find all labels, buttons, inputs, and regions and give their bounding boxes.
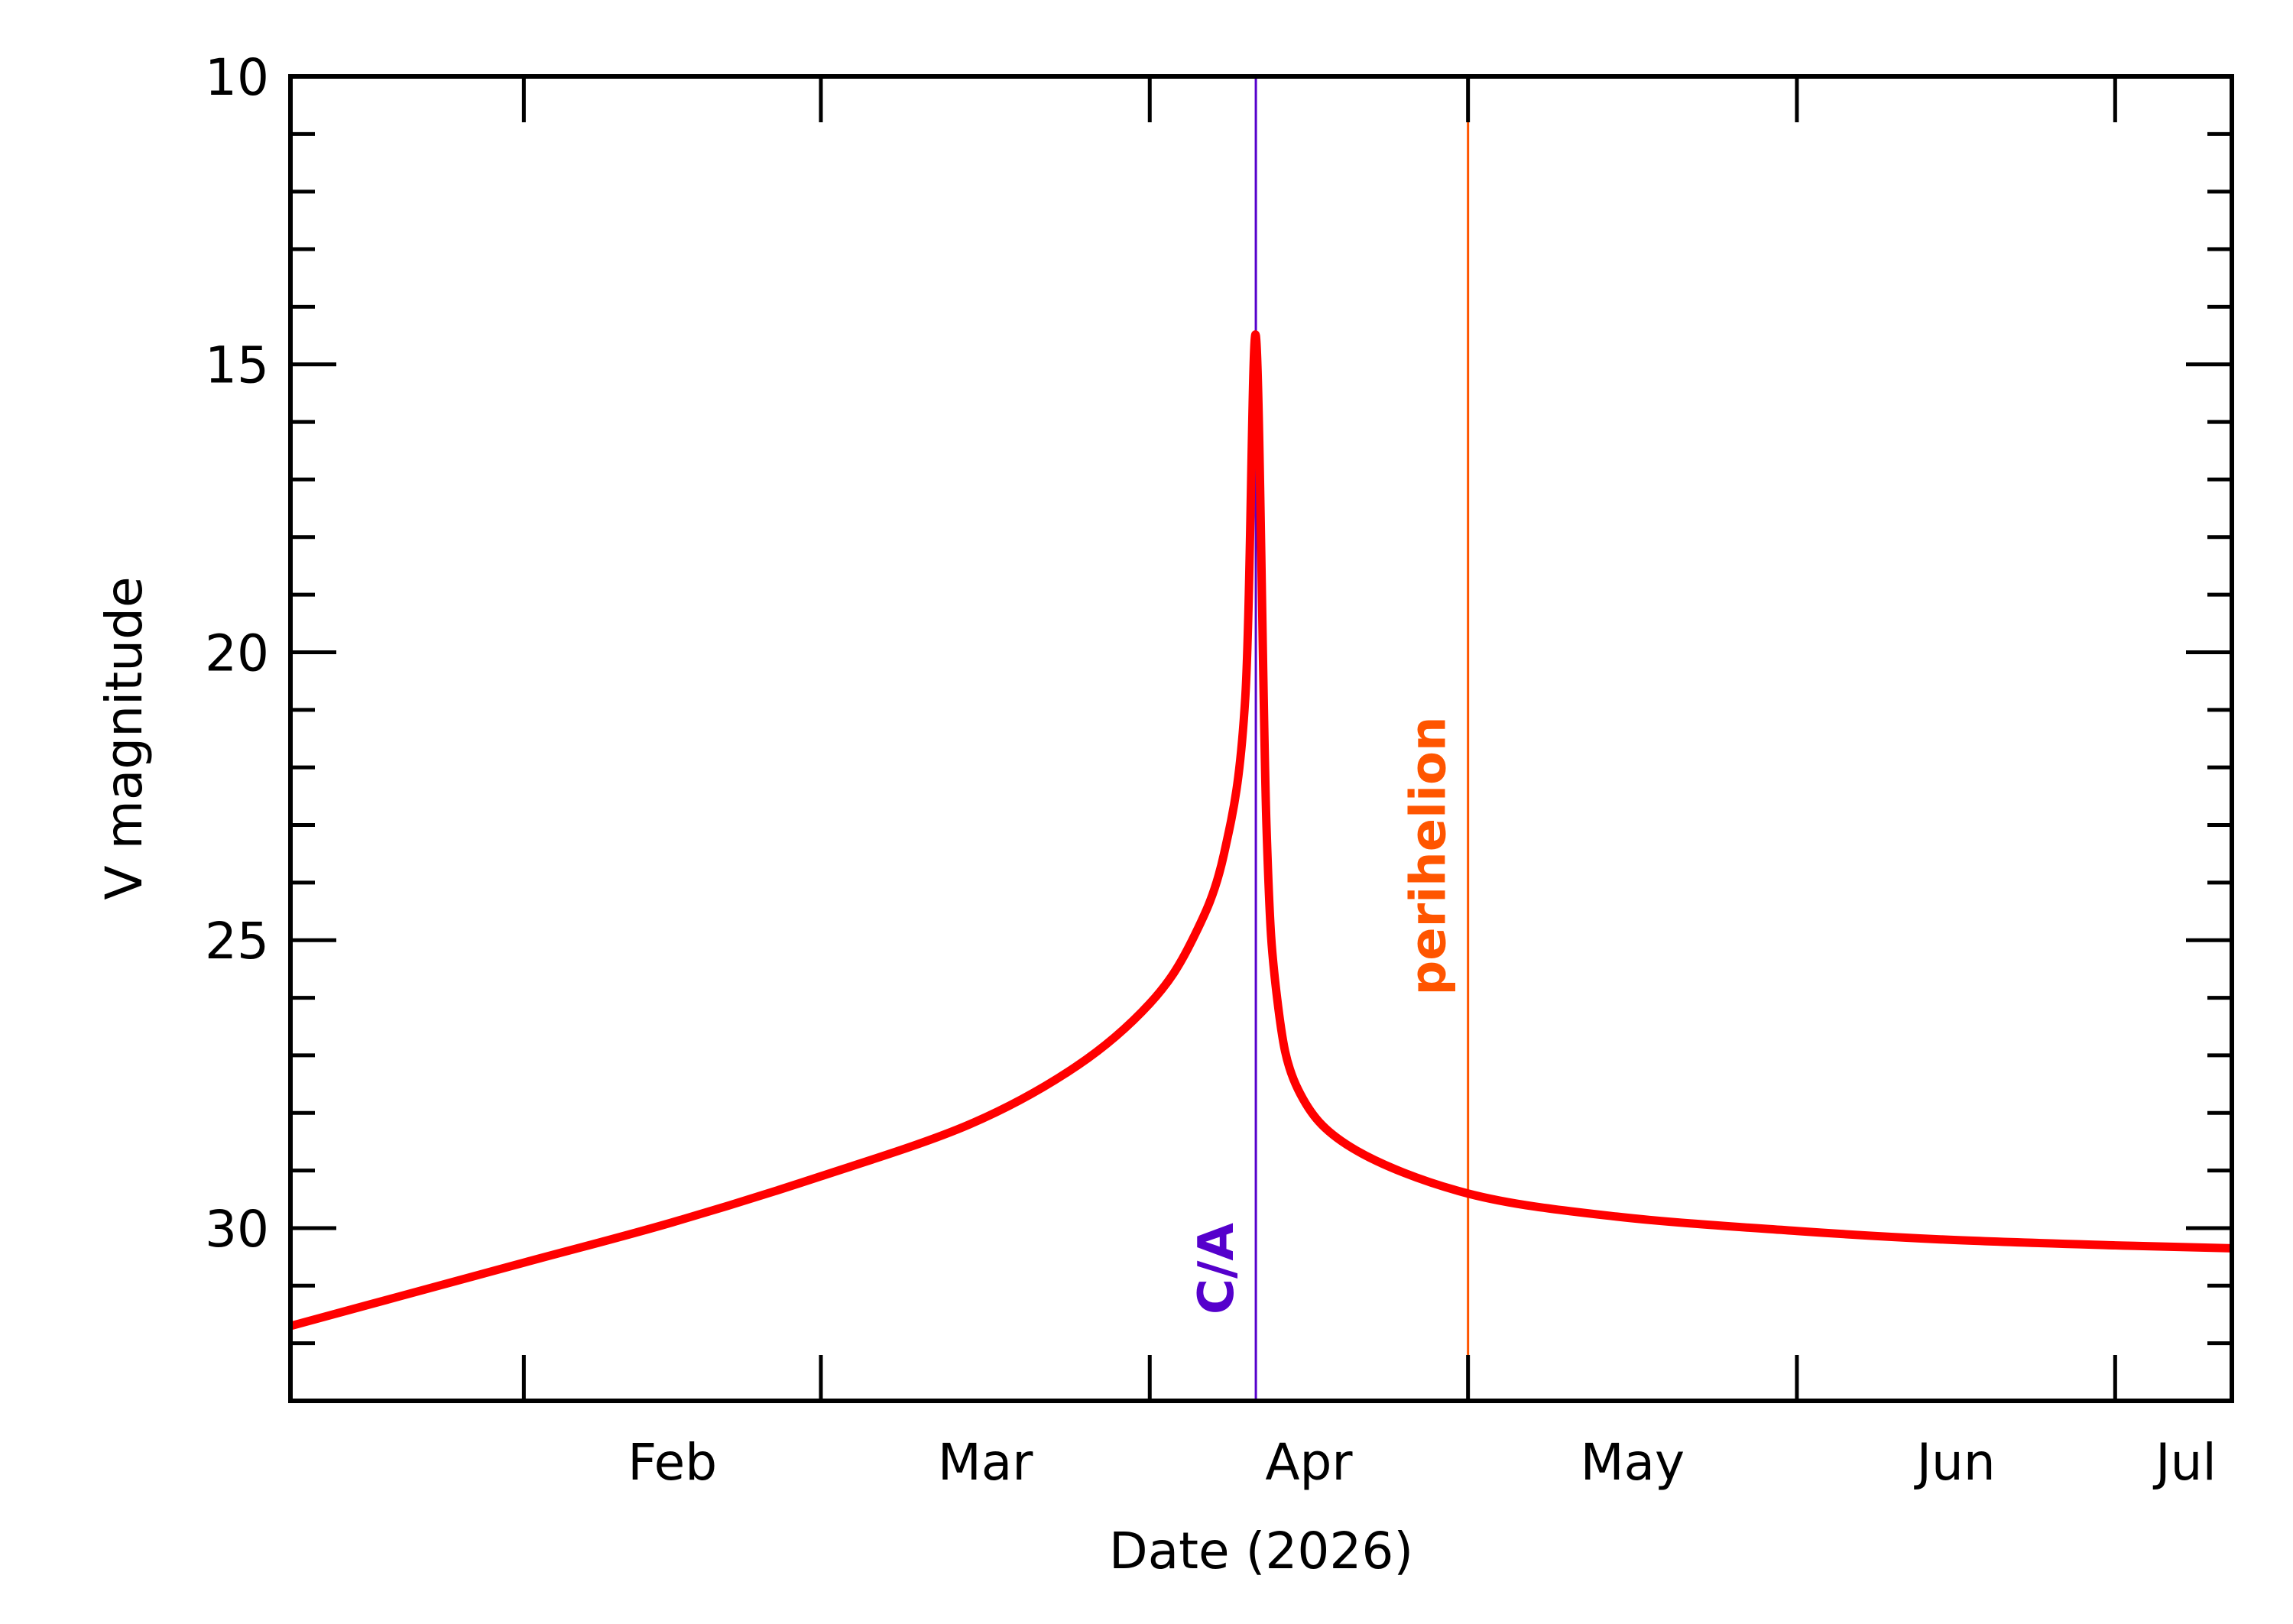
y-tick-label: 30 bbox=[205, 1200, 269, 1259]
x-tick-label: Jun bbox=[1914, 1433, 1996, 1492]
marker-label: perihelion bbox=[1401, 716, 1458, 995]
marker-label: C/A bbox=[1189, 1223, 1245, 1314]
x-tick-label: Feb bbox=[628, 1433, 717, 1492]
plot-frame bbox=[288, 74, 2234, 1403]
x-tick-label: Mar bbox=[938, 1433, 1033, 1492]
y-tick-label: 25 bbox=[205, 912, 269, 971]
x-axis-title: Date (2026) bbox=[1109, 1522, 1413, 1580]
event-markers: C/A perihelion bbox=[1189, 76, 1470, 1401]
y-axis-title: V magnitude bbox=[95, 576, 154, 900]
series-layer bbox=[289, 330, 2233, 1331]
x-tick-label: Apr bbox=[1265, 1433, 1353, 1492]
x-tick-label: Jul bbox=[2152, 1433, 2217, 1492]
y-tick-label: 10 bbox=[205, 48, 269, 107]
y-tick-label: 20 bbox=[205, 624, 269, 682]
x-axis-ticks: Feb Mar Apr May Jun Jul bbox=[521, 76, 2217, 1492]
y-axis-ticks: 10 15 20 25 30 bbox=[205, 48, 2232, 1403]
series-line bbox=[289, 330, 2233, 1331]
x-tick-label: May bbox=[1581, 1433, 1685, 1492]
y-tick-label: 15 bbox=[205, 336, 269, 395]
